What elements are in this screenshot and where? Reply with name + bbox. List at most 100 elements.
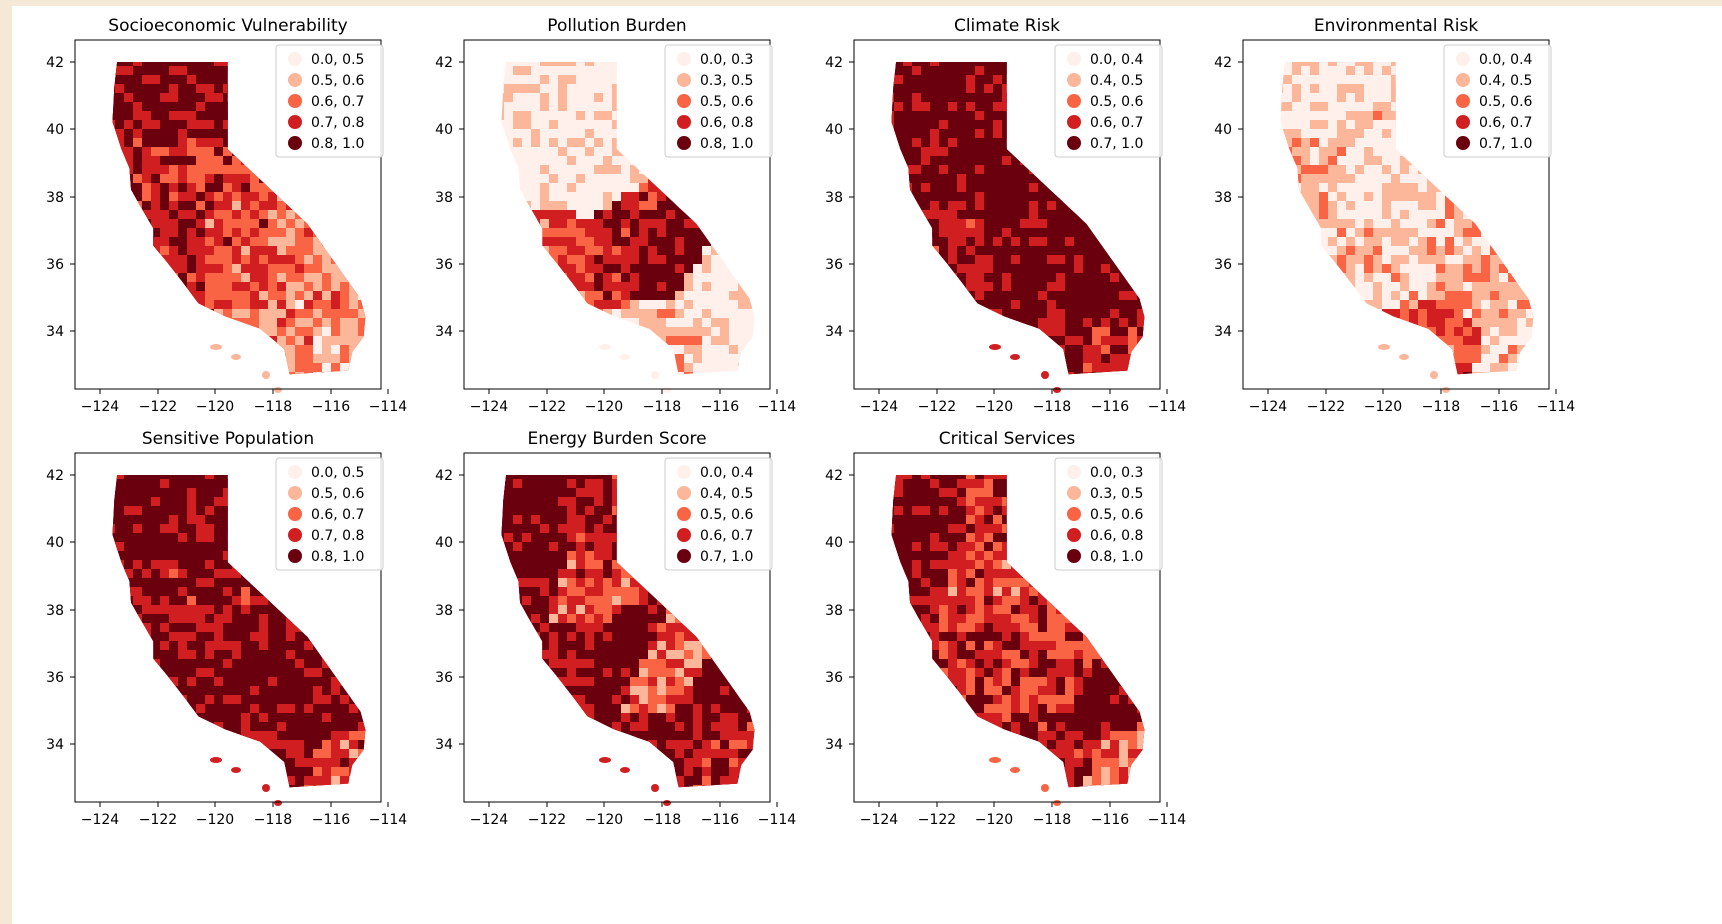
tract-cell (133, 587, 142, 596)
island (231, 354, 241, 360)
x-tick-label: −116 (1091, 399, 1130, 415)
tract-cell (241, 201, 250, 210)
tract-cell (358, 327, 366, 336)
tract-cell (1463, 273, 1472, 282)
tract-cell (1047, 210, 1056, 219)
tract-cell (1038, 201, 1047, 210)
tract-cell (747, 309, 755, 318)
tract-cell (340, 345, 349, 354)
tract-cell (112, 524, 115, 533)
axes-frame (1242, 39, 1550, 390)
tract-cell (711, 354, 720, 363)
tract-cell (729, 291, 738, 300)
tract-cell (205, 614, 214, 623)
tract-cell (295, 264, 304, 273)
tract-cell (558, 93, 567, 102)
tract-cell (921, 183, 930, 192)
tract-cell (594, 66, 603, 75)
tract-cell (1056, 246, 1065, 255)
tract-cell (1481, 336, 1490, 345)
tract-cell (558, 102, 567, 111)
tract-cell (912, 66, 921, 75)
tract-cell (1499, 291, 1508, 300)
tract-cell (187, 605, 196, 614)
tract-cell (1328, 84, 1337, 93)
island (1053, 387, 1061, 393)
tract-cell (1382, 129, 1391, 138)
tract-cell (196, 201, 205, 210)
map-panel: Environmental Risk−124 −122 −120 −118 −116 −1… (1214, 16, 1575, 415)
tract-cell (1002, 210, 1011, 219)
tract-cell (151, 569, 160, 578)
tract-cell (223, 66, 232, 75)
tract-cell (268, 318, 277, 327)
tract-cell (1101, 273, 1110, 282)
tract-cell (639, 309, 648, 318)
tract-cell (1454, 237, 1463, 246)
tract-cell (1328, 147, 1337, 156)
tract-cell (693, 363, 702, 372)
y-tick-label: 42 (46, 55, 64, 71)
tract-cell (567, 174, 576, 183)
tract-cell (603, 183, 612, 192)
tract-cell (1280, 102, 1283, 111)
tract-cell (205, 488, 214, 497)
tract-cell (1310, 93, 1319, 102)
tract-cell (223, 551, 232, 560)
tract-cell (1038, 291, 1047, 300)
tract-cell (675, 372, 684, 375)
x-tick-label: −118 (1033, 399, 1071, 415)
tract-cell (993, 138, 1002, 147)
x-tick-label: −114 (1537, 399, 1576, 415)
tract-cell (531, 62, 540, 66)
island (620, 354, 630, 360)
tract-cell (295, 372, 304, 375)
tract-cell (984, 228, 993, 237)
tract-cell (196, 475, 205, 479)
tract-cell (513, 84, 522, 93)
tract-cell (1454, 291, 1463, 300)
tract-cell (657, 255, 666, 264)
legend-label: 0.7, 0.8 (311, 115, 364, 131)
tract-cell (1011, 210, 1020, 219)
tract-cell (501, 111, 504, 120)
tract-cell (693, 336, 702, 345)
tract-cell (939, 246, 948, 255)
tract-cell (1083, 336, 1092, 345)
tract-cell (313, 246, 322, 255)
tract-cell (178, 237, 187, 246)
tract-cell (747, 300, 755, 309)
tract-cell (223, 282, 232, 291)
tract-cell (1490, 291, 1499, 300)
legend-label: 0.0, 0.4 (1090, 52, 1144, 68)
tract-cell (1110, 273, 1119, 282)
x-tick-label: −114 (758, 399, 797, 415)
y-tick-label: 38 (46, 190, 64, 206)
tract-cell (1083, 237, 1092, 246)
tract-cell (1400, 228, 1409, 237)
tract-cell (223, 587, 232, 596)
legend-label: 0.4, 0.5 (1479, 73, 1532, 89)
tract-cell (1092, 300, 1101, 309)
tract-cell (1472, 336, 1481, 345)
tract-cell (1418, 228, 1427, 237)
tract-cell (1472, 228, 1481, 237)
tract-cell (1137, 327, 1145, 336)
tract-cell (648, 318, 657, 327)
tract-cell (1301, 147, 1310, 156)
tract-cell (513, 129, 522, 138)
tract-cell (295, 237, 304, 246)
tract-cell (1463, 318, 1472, 327)
tract-cell (187, 210, 196, 219)
tract-cell (531, 75, 540, 84)
x-tick-label: −116 (312, 399, 351, 415)
tract-cell (621, 291, 630, 300)
x-tick-label: −124 (860, 399, 899, 415)
tract-cell (1373, 75, 1382, 84)
tract-cell (142, 147, 151, 156)
legend-label: 0.6, 0.7 (311, 94, 364, 110)
island (262, 371, 270, 379)
tract-cell (1391, 192, 1400, 201)
tract-cell (975, 219, 984, 228)
legend-label: 0.5, 0.6 (1090, 94, 1144, 110)
